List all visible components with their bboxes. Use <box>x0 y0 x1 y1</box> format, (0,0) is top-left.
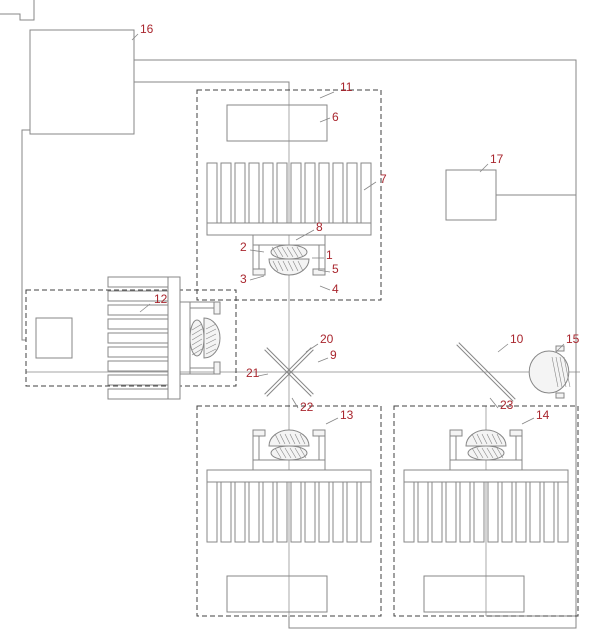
label-10: 10 <box>510 332 524 346</box>
label-21: 21 <box>246 366 260 380</box>
leader-13 <box>258 374 268 376</box>
leader-0 <box>320 92 334 98</box>
leader-8 <box>320 286 330 290</box>
box-17 <box>446 170 496 220</box>
leader-10 <box>480 164 488 172</box>
unit-12-emitter <box>180 302 220 374</box>
leader-19 <box>522 418 534 424</box>
unit-13-driver <box>227 576 327 612</box>
leader-12 <box>318 358 328 362</box>
label-1: 1 <box>326 248 333 262</box>
label-2: 2 <box>240 240 247 254</box>
label-8: 8 <box>316 220 323 234</box>
label-15: 15 <box>566 332 580 346</box>
unit-12-housing <box>0 0 34 20</box>
leader-20 <box>132 34 138 40</box>
label-7: 7 <box>380 172 387 186</box>
wire-1 <box>134 82 289 90</box>
unit-14-driver <box>424 576 524 612</box>
leader-6 <box>250 276 264 280</box>
leader-15 <box>498 344 508 352</box>
label-12: 12 <box>154 292 168 306</box>
label-9: 9 <box>330 348 337 362</box>
unit-11-driver <box>227 105 327 141</box>
unit-12-driver <box>36 318 72 358</box>
leader-4 <box>250 250 264 252</box>
label-22: 22 <box>300 400 314 414</box>
label-11: 11 <box>340 80 353 94</box>
label-20: 20 <box>320 332 334 346</box>
label-16: 16 <box>140 22 154 36</box>
label-14: 14 <box>536 408 550 422</box>
diagram-canvas: 161167821354121720921221023151314 <box>0 0 591 634</box>
leader-18 <box>326 418 338 424</box>
label-23: 23 <box>500 398 514 412</box>
label-13: 13 <box>340 408 354 422</box>
label-4: 4 <box>332 282 339 296</box>
controller-box-16 <box>30 30 134 134</box>
leader-1 <box>320 118 330 122</box>
label-17: 17 <box>490 152 504 166</box>
label-3: 3 <box>240 272 247 286</box>
label-6: 6 <box>332 110 339 124</box>
unit-14-housing <box>0 0 34 20</box>
output-lens-15 <box>529 346 570 398</box>
label-5: 5 <box>332 262 339 276</box>
wire-4 <box>289 616 576 628</box>
unit-13-housing <box>0 0 34 20</box>
unit-11-housing <box>0 0 34 20</box>
